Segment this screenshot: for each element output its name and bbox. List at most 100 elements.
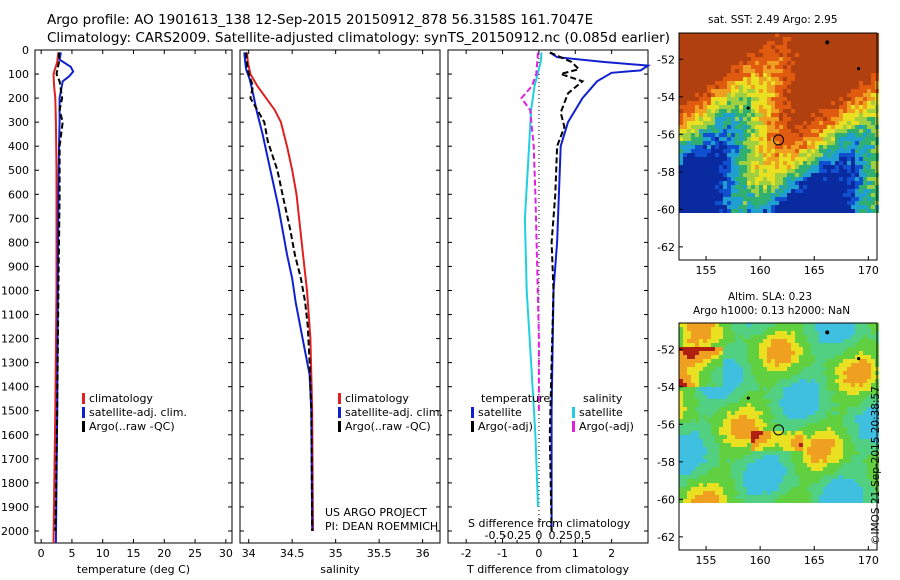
map-cell: [791, 443, 795, 447]
map-cell: [747, 189, 751, 193]
map-cell: [799, 117, 803, 121]
map-cell: [839, 399, 843, 403]
map-cell: [847, 61, 851, 65]
map-cell: [683, 197, 687, 201]
map-cell: [811, 185, 815, 189]
map-cell: [731, 363, 735, 367]
map-cell: [791, 367, 795, 371]
map-cell: [719, 475, 723, 479]
map-cell: [855, 483, 859, 487]
map-cell: [683, 487, 687, 491]
map-cell: [739, 395, 743, 399]
map-cell: [779, 411, 783, 415]
map-cell: [771, 499, 775, 503]
map-cell: [863, 193, 867, 197]
map-cell: [815, 463, 819, 467]
map-cell: [727, 81, 731, 85]
map-cell: [767, 81, 771, 85]
map-cell: [823, 383, 827, 387]
map-cell: [807, 37, 811, 41]
map-cell: [807, 331, 811, 335]
map-cell: [779, 181, 783, 185]
map-cell: [703, 407, 707, 411]
map-cell: [843, 85, 847, 89]
map-cell: [719, 415, 723, 419]
map-cell: [739, 173, 743, 177]
map-cell: [699, 113, 703, 117]
map-cell: [775, 173, 779, 177]
x-tick-label: 15: [127, 547, 141, 560]
map-cell: [791, 185, 795, 189]
map-cell: [751, 161, 755, 165]
map-cell: [799, 173, 803, 177]
map-cell: [839, 391, 843, 395]
map-cell: [839, 57, 843, 61]
map-cell: [847, 169, 851, 173]
map-cell: [815, 173, 819, 177]
map-cell: [687, 495, 691, 499]
map-cell: [803, 347, 807, 351]
map-cell: [839, 113, 843, 117]
map-cell: [683, 427, 687, 431]
map-cell: [831, 137, 835, 141]
map-cell: [807, 49, 811, 53]
map-cell: [683, 149, 687, 153]
map-cell: [695, 407, 699, 411]
map-cell: [791, 133, 795, 137]
map-cell: [699, 375, 703, 379]
map-cell: [835, 129, 839, 133]
map-cell: [711, 61, 715, 65]
map-cell: [679, 451, 683, 455]
x-tick-label: 36: [416, 547, 430, 560]
map-cell: [703, 209, 707, 213]
map-cell: [687, 499, 691, 503]
map-cell: [795, 383, 799, 387]
map-cell: [847, 193, 851, 197]
map-cell: [751, 459, 755, 463]
map-cell: [739, 447, 743, 451]
map-cell: [827, 407, 831, 411]
map-cell: [759, 89, 763, 93]
map-cell: [763, 137, 767, 141]
map-cell: [771, 209, 775, 213]
map-cell: [867, 89, 871, 93]
map-cell: [779, 53, 783, 57]
map-cell: [747, 379, 751, 383]
map-cell: [739, 177, 743, 181]
map-cell: [691, 189, 695, 193]
map-cell: [755, 483, 759, 487]
map-cell: [723, 399, 727, 403]
map-cell: [735, 495, 739, 499]
map-cell: [731, 209, 735, 213]
map-cell: [819, 117, 823, 121]
map-cell: [811, 479, 815, 483]
map-cell: [743, 367, 747, 371]
map-cell: [731, 375, 735, 379]
series-line: [548, 51, 585, 532]
map-cell: [751, 339, 755, 343]
map-cell: [843, 427, 847, 431]
map-cell: [703, 459, 707, 463]
map-cell: [699, 209, 703, 213]
map-cell: [763, 443, 767, 447]
map-cell: [727, 101, 731, 105]
map-cell: [743, 463, 747, 467]
map-cell: [787, 391, 791, 395]
map-cell: [783, 97, 787, 101]
map-cell: [739, 41, 743, 45]
map-cell: [691, 153, 695, 157]
map-cell: [771, 193, 775, 197]
map-cell: [803, 487, 807, 491]
x-tick-label: 25: [188, 547, 202, 560]
map-cell: [695, 351, 699, 355]
map-cell: [703, 443, 707, 447]
map-cell: [731, 463, 735, 467]
map-cell: [779, 427, 783, 431]
map-cell: [763, 407, 767, 411]
map-cell: [771, 129, 775, 133]
map-cell: [763, 343, 767, 347]
map-cell: [699, 133, 703, 137]
map-cell: [731, 105, 735, 109]
map-cell: [823, 487, 827, 491]
map-cell: [787, 435, 791, 439]
